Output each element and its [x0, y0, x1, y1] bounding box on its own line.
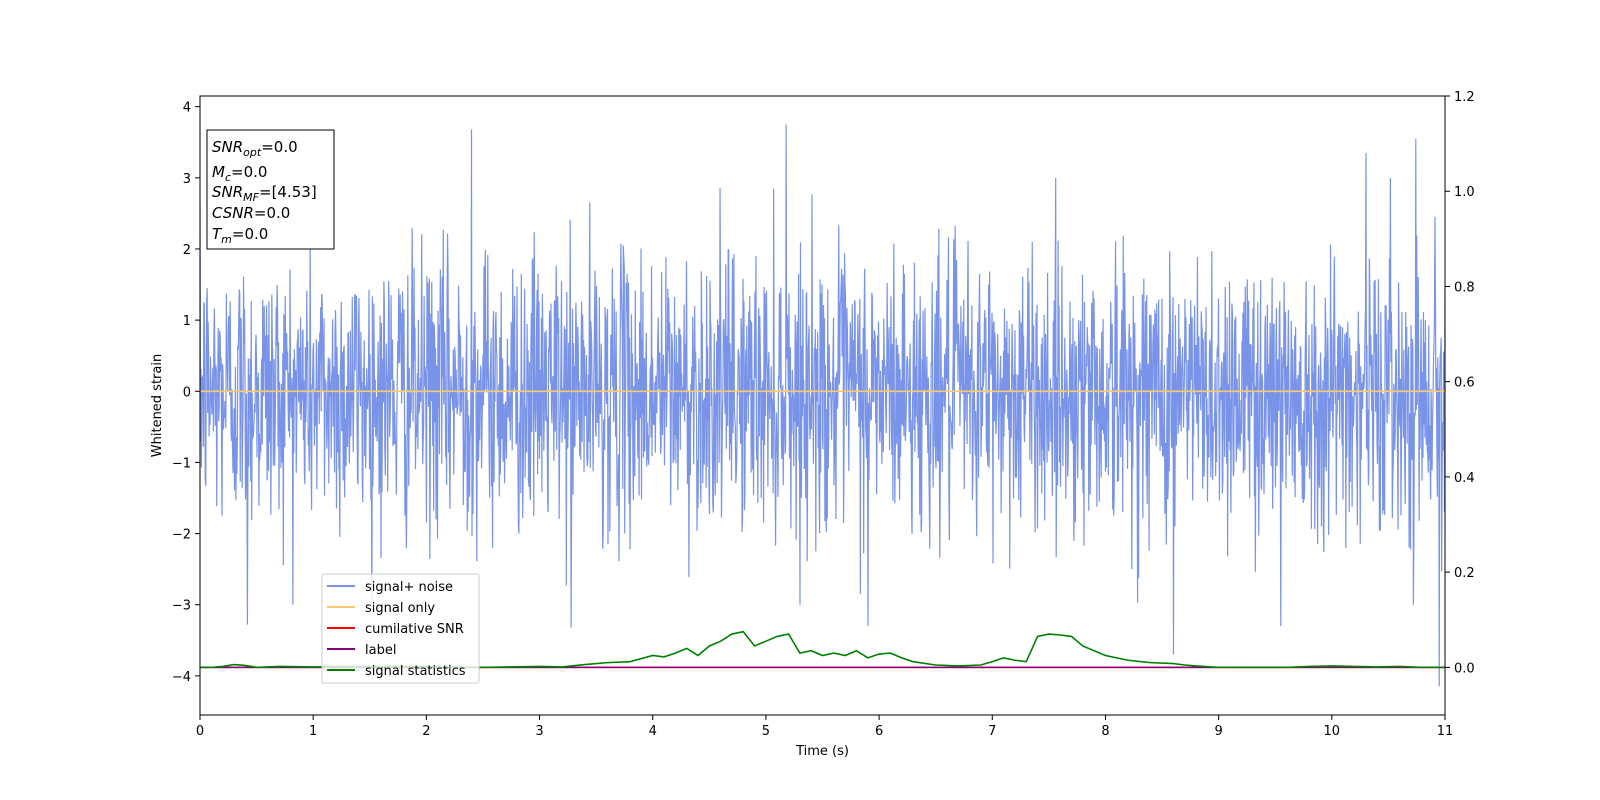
x-axis-label: Time (s) [795, 744, 849, 759]
y2-tick-label: 0.6 [1454, 376, 1475, 391]
legend-label: label [365, 643, 396, 658]
y2-tick-label: 1.2 [1454, 90, 1475, 105]
x-tick-label: 8 [1101, 724, 1109, 739]
x-tick-label: 4 [649, 724, 657, 739]
y2-tick-label: 0.4 [1454, 471, 1475, 486]
y2-tick-label: 0.8 [1454, 280, 1475, 295]
info-box-frame [206, 129, 335, 250]
y-tick-label: 0 [183, 385, 191, 400]
y2-axis-ticks: 0.0 0.2 0.4 0.6 0.8 1.0 1.2 [1445, 90, 1475, 676]
x-tick-label: 3 [535, 724, 543, 739]
x-tick-label: 6 [875, 724, 883, 739]
info-line: Mc=0.0 [212, 163, 267, 184]
x-tick-label: 0 [196, 724, 204, 739]
y-tick-label: −3 [172, 599, 191, 614]
legend-frame [321, 573, 480, 684]
y-tick-label: 1 [183, 314, 191, 329]
y2-tick-label: 1.0 [1454, 185, 1475, 200]
series-signal-noise [200, 124, 1445, 687]
y-tick-label: 3 [183, 172, 191, 187]
series-signal-statistics [200, 630, 1445, 669]
x-axis-ticks: 0 1 2 3 4 5 6 7 8 9 10 11 [196, 715, 1453, 739]
x-tick-label: 7 [988, 724, 996, 739]
x-tick-label: 2 [422, 724, 430, 739]
x-tick-label: 1 [309, 724, 317, 739]
x-tick-label: 5 [762, 724, 770, 739]
y-tick-label: −1 [172, 456, 191, 471]
x-tick-label: 9 [1214, 724, 1222, 739]
y-axis-ticks: −4 −3 −2 −1 0 1 2 3 4 [172, 101, 200, 685]
x-tick-label: 10 [1324, 724, 1341, 739]
y-tick-label: −2 [172, 528, 191, 543]
legend-label: signal+ noise [365, 580, 453, 595]
info-line: SNRopt=0.0 [212, 138, 298, 159]
legend-label: cumilative SNR [365, 622, 464, 637]
y-tick-label: −4 [172, 670, 191, 685]
y-tick-label: 4 [183, 101, 191, 116]
y-tick-label: 2 [183, 243, 191, 258]
info-line: CSNR=0.0 [212, 204, 290, 222]
y-axis-label: Whitened strain [150, 354, 165, 457]
legend: signal+ noise signal only cumilative SNR la… [321, 573, 480, 684]
y2-tick-label: 0.2 [1454, 566, 1475, 581]
legend-label: signal statistics [365, 664, 466, 679]
info-line: SNRMF=[4.53] [212, 183, 317, 204]
info-line: Tm=0.0 [212, 225, 268, 246]
x-tick-label: 11 [1437, 724, 1454, 739]
plot-frame [199, 95, 1446, 716]
legend-label: signal only [365, 601, 435, 616]
y2-tick-label: 0.0 [1454, 661, 1475, 676]
